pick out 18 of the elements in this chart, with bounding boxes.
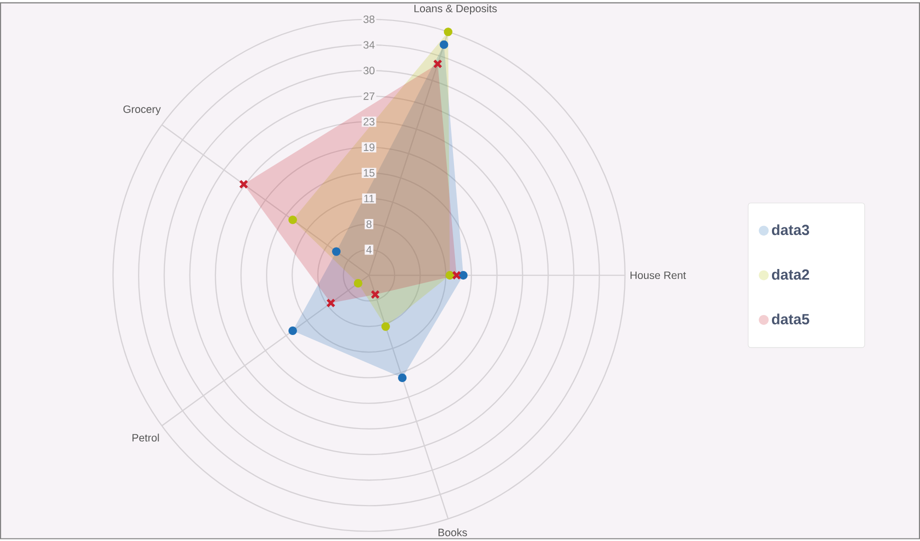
y-tick-label: 23 (364, 118, 374, 126)
y-tick-label: 4 (366, 246, 372, 254)
y-tick-label: 19 (364, 144, 374, 152)
y-tick-label: 8 (366, 220, 372, 228)
legend-label: data3 (772, 224, 810, 236)
spoke-label: Grocery (123, 106, 161, 116)
y-tick-label: 38 (363, 16, 374, 24)
y-tick-label: 30 (363, 66, 375, 74)
spoke-label: Petrol (132, 434, 159, 442)
legend-label: data5 (772, 314, 810, 325)
spoke-label: Books (438, 528, 467, 536)
y-tick-label: 15 (364, 169, 374, 177)
y-tick-label: 34 (363, 41, 375, 49)
legend-label: data2 (772, 269, 810, 280)
y-tick-label: 27 (364, 92, 374, 100)
spoke-label: Loans & Deposits (414, 4, 497, 15)
spoke-label: House Rent (630, 272, 686, 280)
y-tick-label: 11 (364, 194, 374, 202)
